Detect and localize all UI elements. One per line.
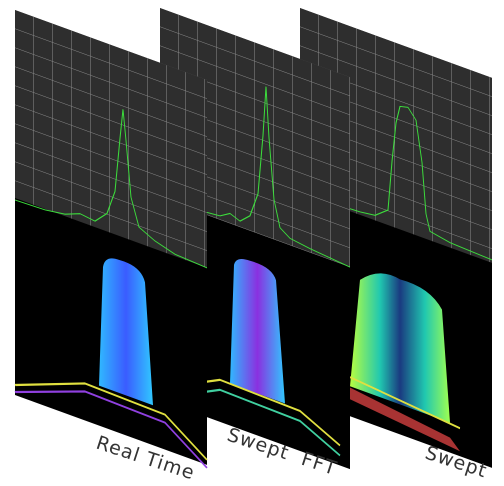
panel-real-time (14, 10, 208, 469)
panel-swept-fft (159, 8, 351, 470)
